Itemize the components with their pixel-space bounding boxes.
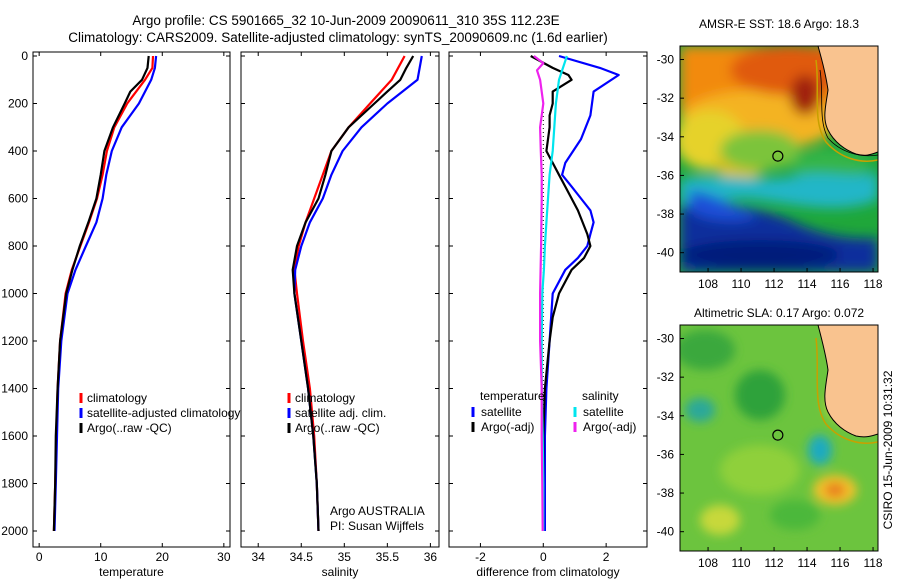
legend-heading: temperature [480, 389, 545, 403]
series-group [291, 55, 423, 532]
map-x-tick-label: 118 [863, 277, 882, 291]
series-line-argo-raw-qc- [291, 55, 415, 532]
x-axis-label: difference from climatology [476, 565, 619, 579]
y-tick-label: 1800 [1, 477, 28, 491]
map-title: AMSR-E SST: 18.6 Argo: 18.3 [699, 17, 859, 31]
map-y-tick-label: -32 [657, 91, 675, 105]
x-tick-label: 2 [603, 550, 610, 564]
map-x-tick-label: 116 [830, 556, 849, 570]
map-x-tick-label: 112 [764, 277, 783, 291]
y-tick-label: 1600 [1, 429, 28, 443]
legend-label: satellite [583, 405, 624, 419]
legend-label: satellite-adjusted climatology [87, 406, 240, 420]
x-axis-label: salinity [322, 565, 359, 579]
legend-label: climatology [87, 391, 147, 405]
y-tick-label: 400 [8, 144, 28, 158]
annotation-text: Argo AUSTRALIA [330, 504, 425, 518]
legend-label: satellite adj. clim. [295, 406, 386, 420]
series-group [52, 55, 158, 532]
series-group [530, 54, 620, 532]
map-x-tick-label: 112 [764, 556, 783, 570]
map-y-tick-label: -38 [657, 207, 675, 221]
figure-title-line2: Climatology: CARS2009. Satellite-adjuste… [68, 30, 608, 45]
legend-label: Argo(-adj) [481, 420, 534, 434]
x-tick-label: 30 [217, 550, 231, 564]
panel-frame [448, 51, 648, 548]
sla-map-panel [680, 325, 878, 551]
panel-frame [240, 51, 440, 548]
map-y-tick-label: -36 [657, 447, 675, 461]
map-title: Altimetric SLA: 0.17 Argo: 0.072 [694, 306, 864, 320]
map-x-tick-label: 110 [731, 277, 750, 291]
series-line-temperature-argo-adj- [530, 55, 592, 531]
legend-label: Argo(-adj) [583, 420, 636, 434]
x-axis-label: temperature [99, 565, 164, 579]
map-x-tick-label: 110 [731, 556, 750, 570]
side-timestamp-label: CSIRO 15-Jun-2009 10:31:32 [881, 370, 895, 529]
map-y-tick-label: -32 [657, 370, 675, 384]
x-tick-label: 0 [36, 550, 43, 564]
y-tick-label: 800 [8, 239, 28, 253]
map-frame [679, 45, 879, 273]
map-x-tick-label: 116 [830, 277, 849, 291]
y-tick-label: 2000 [1, 524, 28, 538]
series-line-temperature-satellite [543, 54, 620, 531]
map-y-tick-label: -30 [657, 332, 675, 346]
map-y-tick-label: -34 [657, 409, 675, 423]
map-x-tick-label: 118 [863, 556, 882, 570]
x-tick-label: -2 [475, 550, 486, 564]
series-line-satellite-adjusted-climatology [53, 55, 158, 532]
series-line-satellite-adj-clim- [293, 55, 423, 532]
legend-label: Argo(..raw -QC) [295, 421, 380, 435]
panel-frame [32, 51, 231, 548]
annotation-text: PI: Susan Wijffels [330, 519, 424, 533]
y-tick-label: 1200 [1, 334, 28, 348]
map-y-tick-label: -38 [657, 486, 675, 500]
y-tick-label: 1400 [1, 382, 28, 396]
map-x-tick-label: 114 [797, 277, 816, 291]
legend-label: satellite [481, 405, 522, 419]
argo-position-marker [772, 150, 784, 162]
x-tick-label: 36 [424, 550, 438, 564]
map-y-tick-label: -36 [657, 168, 675, 182]
y-tick-label: 200 [8, 97, 28, 111]
map-x-tick-label: 108 [698, 556, 718, 570]
map-y-tick-label: -34 [657, 130, 675, 144]
legend-label: climatology [295, 391, 355, 405]
x-tick-label: 35.5 [376, 550, 400, 564]
series-line-salinity-argo-adj- [533, 55, 545, 532]
argo-position-marker [772, 429, 784, 441]
x-tick-label: 0 [540, 550, 547, 564]
map-y-tick-label: -30 [657, 53, 675, 67]
x-tick-label: 34 [252, 550, 266, 564]
x-tick-label: 20 [156, 550, 170, 564]
x-tick-label: 10 [94, 550, 108, 564]
legend-heading: salinity [582, 389, 619, 403]
x-tick-label: 35 [338, 550, 352, 564]
map-y-tick-label: -40 [657, 246, 675, 260]
x-tick-label: 34.5 [290, 550, 314, 564]
series-line-argo-raw-qc- [52, 55, 150, 532]
figure-title-line1: Argo profile: CS 5901665_32 10-Jun-2009 … [132, 13, 559, 28]
series-line-climatology [52, 55, 155, 532]
legend-label: Argo(..raw -QC) [87, 421, 172, 435]
map-x-tick-label: 114 [797, 556, 816, 570]
y-tick-label: 600 [8, 192, 28, 206]
y-tick-label: 1000 [1, 287, 28, 301]
map-y-tick-label: -40 [657, 525, 675, 539]
map-frame [679, 324, 879, 552]
y-tick-label: 0 [21, 49, 28, 63]
map-x-tick-label: 108 [698, 277, 718, 291]
sst-map-panel [680, 46, 878, 272]
